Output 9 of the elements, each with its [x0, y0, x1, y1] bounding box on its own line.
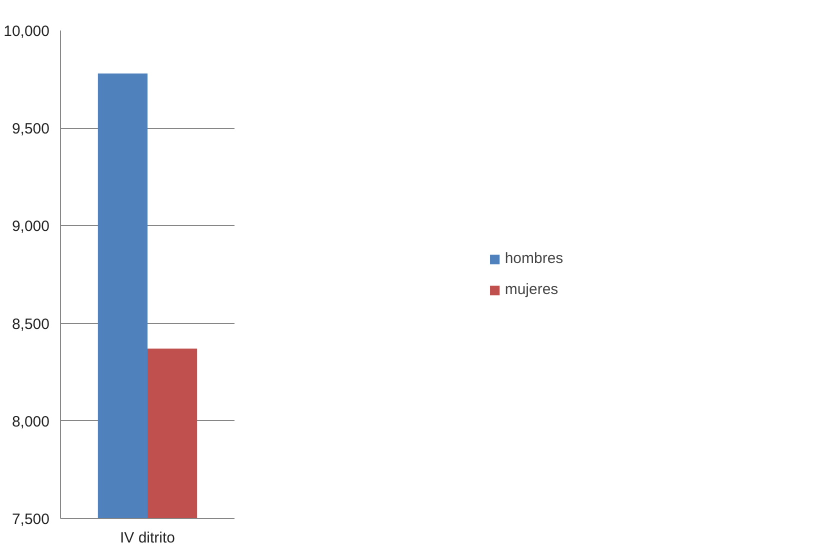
y-tick-label: 8,000 [12, 413, 50, 430]
y-tick-label: 7,500 [12, 511, 50, 528]
y-tick-label: 9,000 [12, 218, 50, 236]
y-tick-label: 8,500 [12, 316, 50, 333]
legend-label: mujeres [504, 281, 558, 298]
y-tick-label: 10,000 [4, 23, 50, 40]
legend-label: hombres [504, 250, 564, 267]
y-tick-label: 9,500 [12, 120, 50, 138]
x-tick-label: IV ditrito [120, 530, 176, 546]
